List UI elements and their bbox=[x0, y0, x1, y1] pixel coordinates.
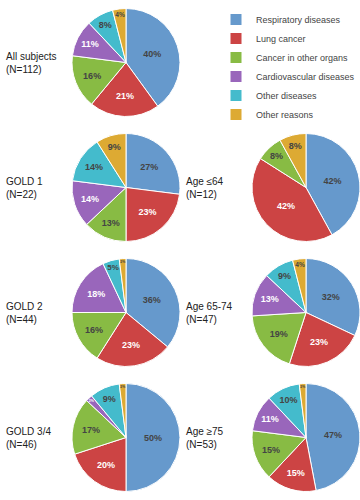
svg-text:19%: 19% bbox=[270, 329, 288, 339]
svg-text:4%: 4% bbox=[115, 11, 125, 18]
svg-text:GOLD 2(N=44): GOLD 2(N=44) bbox=[6, 301, 43, 325]
svg-text:9%: 9% bbox=[278, 271, 291, 281]
svg-text:27%: 27% bbox=[140, 162, 158, 172]
svg-text:16%: 16% bbox=[83, 71, 101, 81]
svg-text:42%: 42% bbox=[324, 176, 342, 186]
svg-text:Age ≤64(N=12): Age ≤64(N=12) bbox=[186, 176, 224, 200]
svg-text:15%: 15% bbox=[262, 445, 280, 455]
svg-text:4%: 4% bbox=[295, 261, 305, 268]
svg-text:23%: 23% bbox=[310, 337, 328, 347]
svg-text:32%: 32% bbox=[322, 292, 340, 302]
svg-text:47%: 47% bbox=[324, 430, 342, 440]
svg-text:2%: 2% bbox=[120, 260, 125, 264]
svg-text:36%: 36% bbox=[143, 295, 161, 305]
svg-text:16%: 16% bbox=[85, 325, 103, 335]
svg-text:13%: 13% bbox=[261, 294, 279, 304]
svg-text:2%: 2% bbox=[89, 399, 94, 403]
svg-text:9%: 9% bbox=[103, 394, 116, 404]
svg-text:14%: 14% bbox=[85, 162, 103, 172]
svg-text:11%: 11% bbox=[261, 414, 279, 424]
svg-text:Respiratory diseases: Respiratory diseases bbox=[256, 15, 341, 25]
svg-text:23%: 23% bbox=[122, 340, 140, 350]
svg-text:20%: 20% bbox=[97, 460, 115, 470]
svg-text:5%: 5% bbox=[107, 263, 119, 272]
svg-text:Cancer in other organs: Cancer in other organs bbox=[256, 53, 348, 63]
svg-text:Lung cancer: Lung cancer bbox=[256, 34, 306, 44]
svg-text:17%: 17% bbox=[82, 425, 100, 435]
svg-text:8%: 8% bbox=[289, 141, 302, 151]
svg-text:15%: 15% bbox=[287, 468, 305, 478]
svg-text:50%: 50% bbox=[144, 433, 162, 443]
svg-text:2%: 2% bbox=[120, 385, 125, 389]
svg-text:8%: 8% bbox=[270, 151, 283, 161]
svg-text:Cardiovascular diseases: Cardiovascular diseases bbox=[256, 72, 355, 82]
svg-text:23%: 23% bbox=[138, 207, 156, 217]
svg-text:Age 65-74(N=47): Age 65-74(N=47) bbox=[186, 301, 233, 325]
svg-text:11%: 11% bbox=[81, 39, 99, 49]
svg-text:8%: 8% bbox=[99, 20, 112, 30]
svg-text:18%: 18% bbox=[87, 289, 105, 299]
svg-text:GOLD 3/4(N=46): GOLD 3/4(N=46) bbox=[6, 426, 51, 450]
svg-text:14%: 14% bbox=[81, 194, 99, 204]
svg-text:2%: 2% bbox=[300, 385, 305, 389]
svg-text:Other reasons: Other reasons bbox=[256, 110, 314, 120]
svg-text:40%: 40% bbox=[143, 49, 161, 59]
svg-text:9%: 9% bbox=[108, 142, 121, 152]
svg-text:Other diseases: Other diseases bbox=[256, 91, 317, 101]
svg-text:13%: 13% bbox=[102, 218, 120, 228]
svg-text:10%: 10% bbox=[279, 395, 297, 405]
svg-text:GOLD 1(N=22): GOLD 1(N=22) bbox=[6, 176, 43, 200]
svg-text:Age ≥75(N=53): Age ≥75(N=53) bbox=[186, 426, 224, 450]
svg-text:42%: 42% bbox=[277, 201, 295, 211]
svg-text:21%: 21% bbox=[116, 91, 134, 101]
svg-text:All subjects(N=112): All subjects(N=112) bbox=[6, 51, 57, 75]
